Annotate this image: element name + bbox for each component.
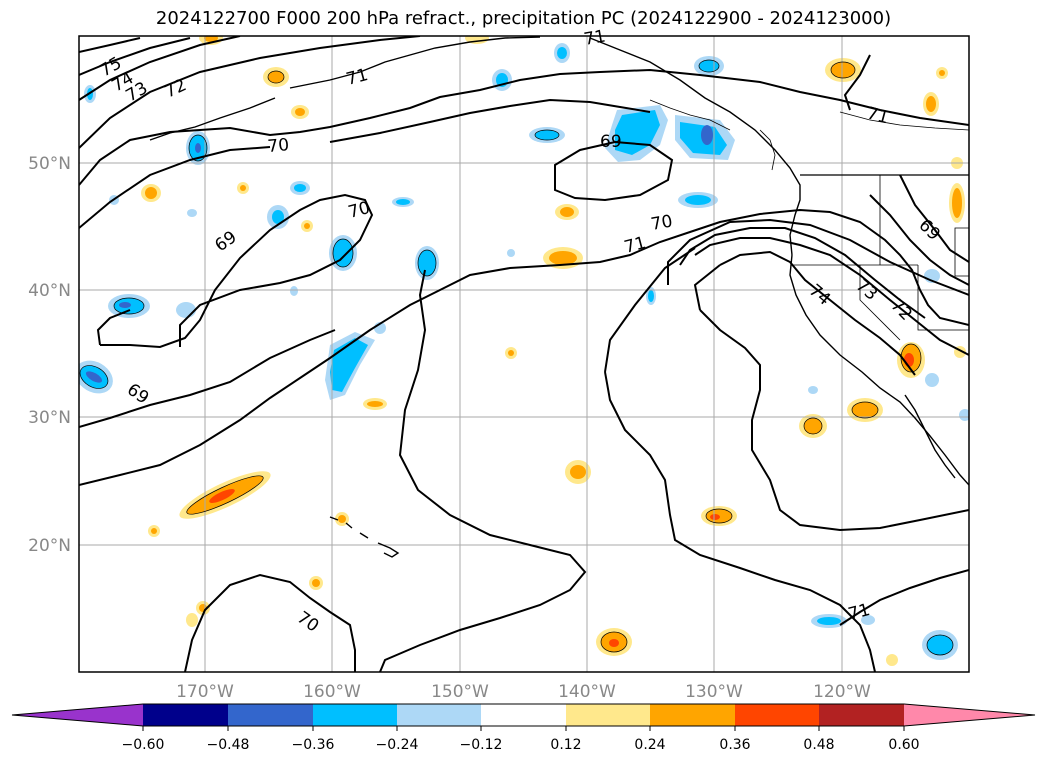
- contour-label: 70: [267, 135, 290, 157]
- colorbar-tick-label: −0.60: [122, 737, 165, 753]
- colorbar-segment: [819, 704, 904, 726]
- lat-label-30n: 30°N: [28, 408, 71, 428]
- colorbar-segment: [566, 704, 650, 726]
- lat-label-40n: 40°N: [28, 281, 71, 301]
- precip-outlines: [79, 59, 954, 656]
- colorbar-segment: [143, 704, 228, 726]
- colorbar-segment: [397, 704, 481, 726]
- colorbar-tick-label: −0.36: [292, 737, 335, 753]
- colorbar-ticks: [142, 726, 905, 731]
- lon-label-140w: 140°W: [558, 682, 616, 702]
- colorbar-tick-label: −0.48: [207, 737, 250, 753]
- colorbar-tick-label: 0.36: [719, 737, 750, 753]
- lon-label-120w: 120°W: [813, 682, 871, 702]
- precip-shading: [79, 36, 969, 666]
- colorbar-tick-label: 0.60: [888, 737, 919, 753]
- colorbar-segment: [228, 704, 313, 726]
- lon-label-170w: 170°W: [176, 682, 234, 702]
- colorbar-tick-label: −0.12: [460, 737, 503, 753]
- graticule: [79, 36, 969, 672]
- contour-label: 69: [600, 132, 622, 152]
- map-panel: [79, 36, 969, 672]
- colorbar-segment: [904, 704, 1035, 726]
- lon-label-160w: 160°W: [303, 682, 361, 702]
- colorbar-segment: [12, 704, 143, 726]
- colorbar-segment: [735, 704, 819, 726]
- precip-negative-areas: [79, 43, 969, 660]
- lat-label-50n: 50°N: [28, 154, 71, 174]
- colorbar-segment: [313, 704, 397, 726]
- contour-label: 70: [649, 211, 674, 234]
- refractivity-contours: [79, 36, 969, 672]
- colorbar-segment: [481, 704, 566, 726]
- coastlines: [149, 36, 969, 558]
- colorbar-tick-label: 0.48: [803, 737, 834, 753]
- map-frame: [78, 35, 970, 673]
- contour-label: 71: [582, 26, 607, 49]
- map-title: 2024122700 F000 200 hPa refract., precip…: [155, 8, 892, 29]
- colorbar-tick-label: 0.24: [634, 737, 665, 753]
- lat-label-20n: 20°N: [28, 536, 71, 556]
- lon-label-150w: 150°W: [431, 682, 489, 702]
- colorbar-segment: [650, 704, 735, 726]
- lat-labels: 50°N 40°N 30°N 20°N: [28, 154, 71, 556]
- colorbar: −0.60 −0.48 −0.36 −0.24 −0.12 0.12 0.24 …: [11, 703, 1036, 753]
- colorbar-tick-label: 0.12: [550, 737, 581, 753]
- lon-label-130w: 130°W: [685, 682, 743, 702]
- colorbar-tick-label: −0.24: [376, 737, 419, 753]
- lon-labels: 170°W 160°W 150°W 140°W 130°W 120°W: [176, 682, 871, 702]
